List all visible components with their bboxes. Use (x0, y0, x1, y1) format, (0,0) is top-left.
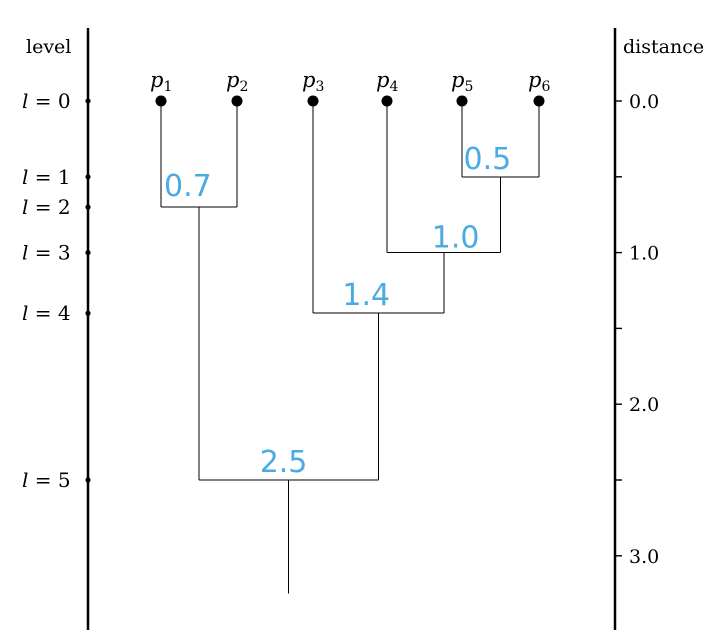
leaf-label-p4: p4 (376, 68, 398, 95)
distance-ticks: 0.0 1.0 2.0 3.0 (615, 91, 659, 568)
level-label: l = 2 (22, 195, 71, 219)
merge-label-m12: 0.7 (164, 169, 212, 204)
distance-tick-label: 2.0 (629, 394, 659, 416)
distance-axis-title: distance (623, 36, 704, 58)
level-dot (85, 310, 91, 316)
leaf-label-p1: p1 (150, 68, 172, 95)
level-dot (85, 174, 91, 180)
distance-tick-label: 3.0 (629, 546, 659, 568)
leaf-nodes: p1 p2 p3 p4 p5 p6 (150, 68, 550, 107)
leaf-label-p6: p6 (528, 68, 550, 95)
distance-tick-label: 0.0 (629, 91, 659, 113)
leaf-dot-p6 (533, 95, 545, 107)
leaf-dot-p3 (307, 95, 319, 107)
distance-tick-label: 1.0 (629, 243, 659, 265)
level-labels: l = 0 l = 1 l = 2 l = 3 l = 4 l = 5 (22, 89, 91, 492)
leaf-dot-p4 (381, 95, 393, 107)
merge-label-m456: 1.0 (432, 221, 480, 256)
level-axis-title: level (26, 36, 71, 58)
merge-labels: 0.5 0.7 1.0 1.4 2.5 (164, 142, 511, 480)
level-dot (85, 477, 91, 483)
leaf-dot-p2 (231, 95, 243, 107)
leaf-dot-p5 (456, 95, 468, 107)
merge-label-m3456: 1.4 (342, 278, 390, 313)
leaf-label-p5: p5 (451, 68, 473, 95)
level-label: l = 3 (22, 241, 71, 265)
level-dot (85, 250, 91, 256)
level-label: l = 4 (22, 301, 71, 325)
level-label: l = 1 (22, 165, 71, 189)
tree-links (160, 101, 540, 594)
level-dot (85, 204, 91, 210)
level-label: l = 0 (22, 89, 71, 113)
leaf-label-p3: p3 (302, 68, 324, 95)
merge-label-m56: 0.5 (464, 142, 512, 177)
level-label: l = 5 (22, 468, 71, 492)
leaf-dot-p1 (155, 95, 167, 107)
level-dot (85, 98, 91, 104)
leaf-label-p2: p2 (226, 68, 248, 95)
merge-label-root: 2.5 (260, 445, 308, 480)
